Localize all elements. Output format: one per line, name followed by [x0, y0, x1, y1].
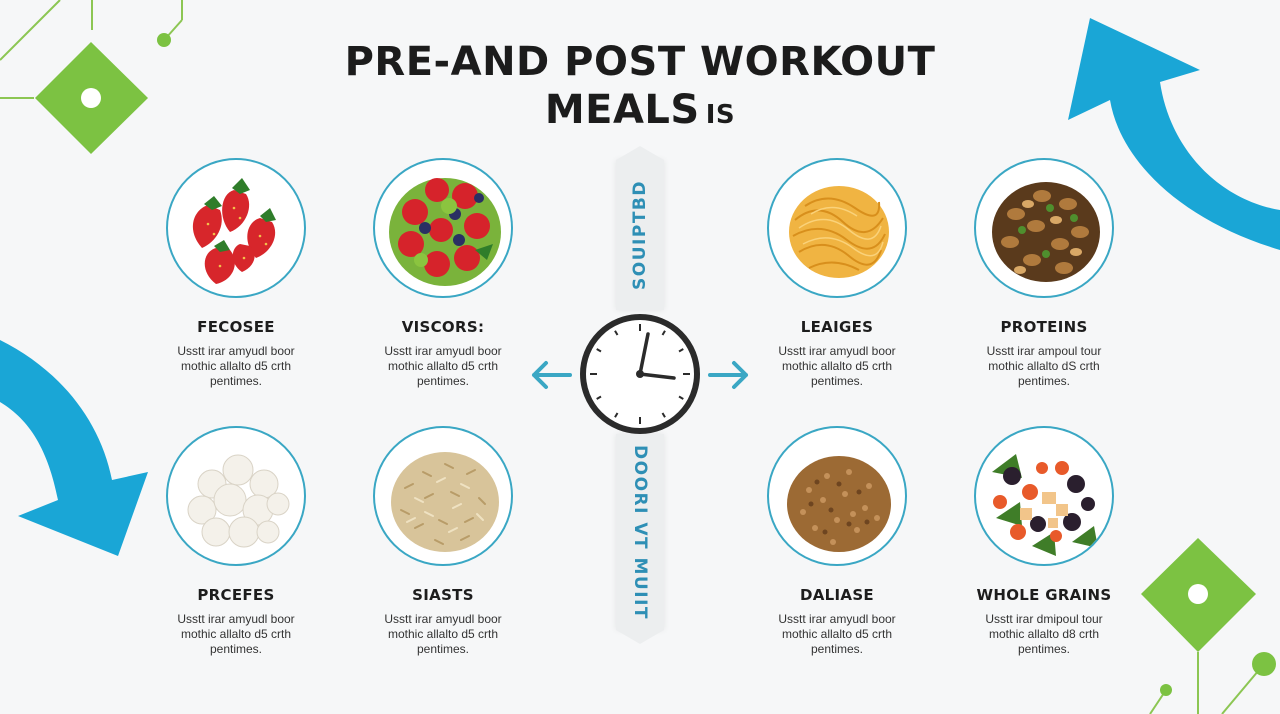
- food-item-description: Usstt irar dmipoul tour mothic allalto d…: [985, 612, 1103, 656]
- center-top-label: SOUIPTBD: [630, 180, 650, 290]
- food-item-name: DALIASE: [800, 586, 874, 604]
- rice-icon: [373, 426, 513, 566]
- popcorn-icon: [166, 426, 306, 566]
- food-item-5: PRCEFES Usstt irar amyudl boor mothic al…: [136, 426, 336, 657]
- center-bar-bottom: [616, 434, 664, 630]
- food-item-2: VISCORS: Usstt irar amyudl boor mothic a…: [343, 158, 543, 389]
- food-item-description: Usstt irar amyudl boor mothic allalto d5…: [177, 344, 295, 388]
- food-item-description: Usstt irar amyudl boor mothic allalto d5…: [778, 344, 896, 388]
- center-bottom-label: DOORI VT MUIIT: [630, 444, 650, 620]
- food-item-4: PROTEINS Usstt irar ampoul tour mothic a…: [944, 158, 1144, 389]
- food-item-description: Usstt irar amyudl boor mothic allalto d5…: [384, 344, 502, 388]
- food-item-3: LEAIGES Usstt irar amyudl boor mothic al…: [737, 158, 937, 389]
- food-item-8: WHOLE GRAINS Usstt irar dmipoul tour mot…: [944, 426, 1144, 657]
- food-item-name: PROTEINS: [1000, 318, 1088, 336]
- food-item-description: Usstt irar amyudl boor mothic allalto d5…: [177, 612, 295, 656]
- fruit-salad-icon: [974, 426, 1114, 566]
- food-item-name: LEAIGES: [800, 318, 874, 336]
- food-item-6: SIASTS Usstt irar amyudl boor mothic all…: [343, 426, 543, 657]
- blue-curved-arrow-top-right-icon: [1068, 18, 1280, 250]
- arrow-right-icon: [708, 361, 748, 389]
- green-diamond-bottom-right-icon: [1141, 538, 1276, 714]
- food-item-description: Usstt irar ampoul tour mothic allalto dS…: [986, 344, 1102, 388]
- title-suffix: IS: [705, 100, 736, 130]
- food-item-1: FECOSEE Usstt irar amyudl boor mothic al…: [136, 158, 336, 389]
- blue-curved-arrow-left-icon: [0, 340, 148, 556]
- food-item-name: SIASTS: [412, 586, 474, 604]
- food-item-description: Usstt irar amyudl boor mothic allalto d5…: [384, 612, 502, 656]
- food-item-name: FECOSEE: [197, 318, 275, 336]
- food-item-name: PRCEFES: [197, 586, 275, 604]
- nuts-icon: [974, 158, 1114, 298]
- title-line-2-text: MEALS: [544, 87, 700, 133]
- berry-bowl-icon: [373, 158, 513, 298]
- noodles-icon: [767, 158, 907, 298]
- title-line-2: MEALS IS: [300, 86, 980, 139]
- page-title: PRE-AND POST WORKOUT MEALS IS: [300, 38, 980, 139]
- food-item-name: VISCORS:: [401, 318, 485, 336]
- food-item-7: DALIASE Usstt irar amyudl boor mothic al…: [737, 426, 937, 657]
- food-item-name: WHOLE GRAINS: [976, 586, 1112, 604]
- arrow-left-icon: [532, 361, 572, 389]
- title-line-1: PRE-AND POST WORKOUT: [344, 39, 936, 85]
- food-item-description: Usstt irar amyudl boor mothic allalto d5…: [778, 612, 896, 656]
- center-bar-top: [616, 160, 664, 310]
- grains-icon: [767, 426, 907, 566]
- green-diamond-top-left-icon: [0, 0, 183, 154]
- strawberries-icon: [166, 158, 306, 298]
- clock-icon: [580, 314, 700, 434]
